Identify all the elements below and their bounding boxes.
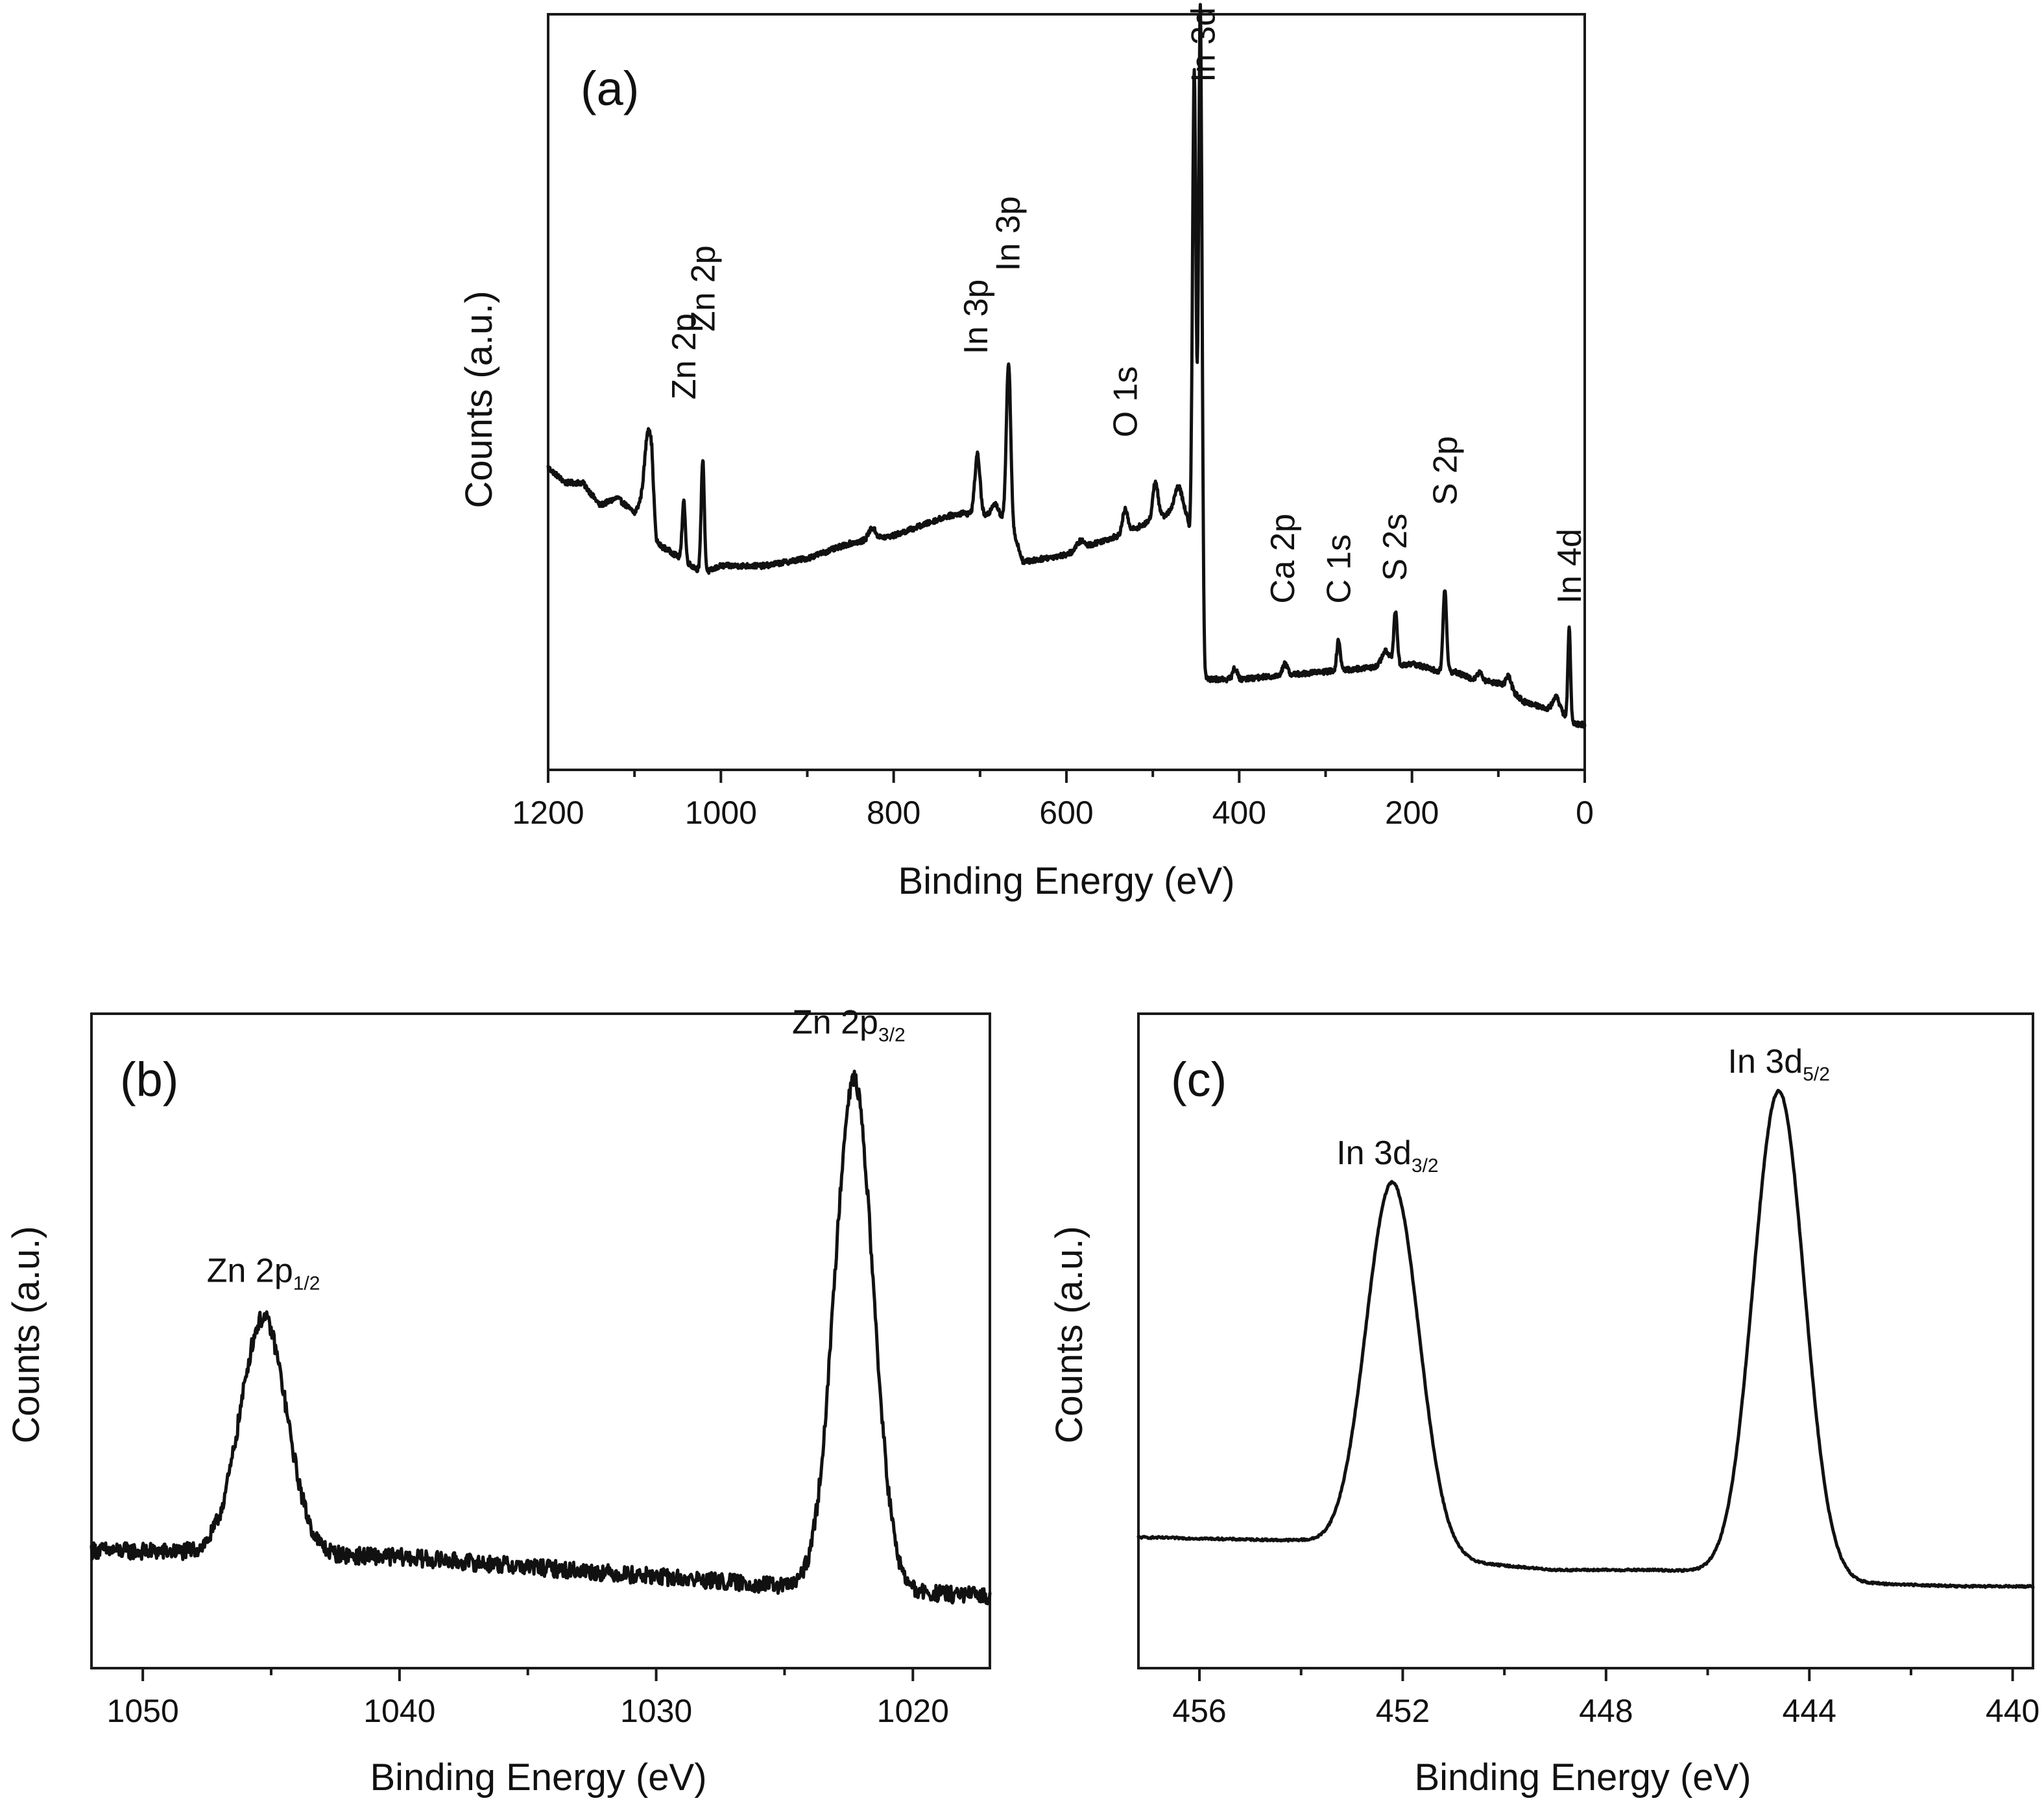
x-axis-label: Binding Energy (eV) xyxy=(370,1756,706,1799)
peak-label: In 3p xyxy=(989,196,1027,271)
zn-2p-spectrum-line xyxy=(90,1070,992,1606)
peak-label: Ca 2p xyxy=(1264,514,1302,604)
plot-frame xyxy=(1137,1012,2034,1669)
peak-label: S 2s xyxy=(1377,514,1414,581)
peak-label: S 2p xyxy=(1426,436,1464,505)
x-tick-label: 1200 xyxy=(512,795,584,831)
x-tick-label: 1000 xyxy=(685,795,757,831)
peak-annotations: Zn 2p1/2 Zn 2p3/2 xyxy=(207,1003,906,1294)
x-tick-label: 448 xyxy=(1579,1693,1633,1729)
x-tick-label: 800 xyxy=(867,795,920,831)
x-tick-label: 600 xyxy=(1039,795,1093,831)
x-axis-tick-labels: 1050 1040 1030 1020 xyxy=(107,1693,949,1729)
panel-label: (b) xyxy=(120,1053,178,1106)
y-axis-label: Counts (a.u.) xyxy=(5,1226,47,1443)
peak-label: Zn 2p1/2 xyxy=(207,1252,320,1295)
x-axis-tick-labels: 1200 1000 800 600 400 200 0 xyxy=(512,795,1594,831)
peak-label: Zn 2p xyxy=(666,313,703,400)
x-tick-label: 1020 xyxy=(877,1693,949,1729)
peak-label: In 4d xyxy=(1551,529,1589,604)
peak-label: Zn 2p3/2 xyxy=(792,1003,906,1046)
peak-label: In 3d5/2 xyxy=(1728,1043,1830,1085)
x-tick-label: 1050 xyxy=(107,1693,179,1729)
x-axis-ticks xyxy=(1198,1668,2014,1681)
peak-label: In 3p xyxy=(957,280,995,355)
y-axis-label: Counts (a.u.) xyxy=(1048,1226,1090,1443)
x-tick-label: 400 xyxy=(1212,795,1266,831)
y-axis-label: Counts (a.u.) xyxy=(458,291,500,508)
in-3d-spectrum-line xyxy=(1136,1088,2035,1589)
x-axis-ticks xyxy=(141,1668,915,1681)
x-tick-label: 0 xyxy=(1576,795,1594,831)
zn-2p-panel: 1050 1040 1030 1020 Zn 2p1/2 Zn 2p3/2 (b) Bi… xyxy=(5,1003,992,1799)
peak-label: In 3d3/2 xyxy=(1336,1134,1438,1177)
panel-label: (c) xyxy=(1171,1053,1227,1106)
x-axis-ticks xyxy=(547,770,1586,783)
x-axis-label: Binding Energy (eV) xyxy=(1414,1756,1751,1799)
x-tick-label: 444 xyxy=(1783,1693,1836,1729)
peak-label: C 1s xyxy=(1321,534,1358,604)
x-axis-tick-labels: 456 452 448 444 440 xyxy=(1172,1693,2039,1729)
x-axis-label: Binding Energy (eV) xyxy=(898,860,1234,902)
peak-label: In 3d xyxy=(1184,7,1222,82)
peak-label: O 1s xyxy=(1107,366,1145,438)
plot-frame xyxy=(547,13,1586,771)
x-tick-label: 1030 xyxy=(620,1693,692,1729)
x-tick-label: 456 xyxy=(1172,1693,1226,1729)
survey-spectrum-line xyxy=(546,3,1587,729)
x-tick-label: 1040 xyxy=(363,1693,435,1729)
peak-annotations: In 3d3/2 In 3d5/2 xyxy=(1336,1043,1830,1177)
x-tick-label: 452 xyxy=(1376,1693,1430,1729)
plot-frame xyxy=(90,1012,991,1669)
x-tick-label: 440 xyxy=(1986,1693,2039,1729)
in-3d-panel: 456 452 448 444 440 In 3d3/2 In 3d5/2 (c) Bin… xyxy=(1048,1012,2039,1799)
x-tick-label: 200 xyxy=(1385,795,1439,831)
peak-label: Zn 2p xyxy=(684,245,722,331)
panel-label: (a) xyxy=(581,62,639,115)
